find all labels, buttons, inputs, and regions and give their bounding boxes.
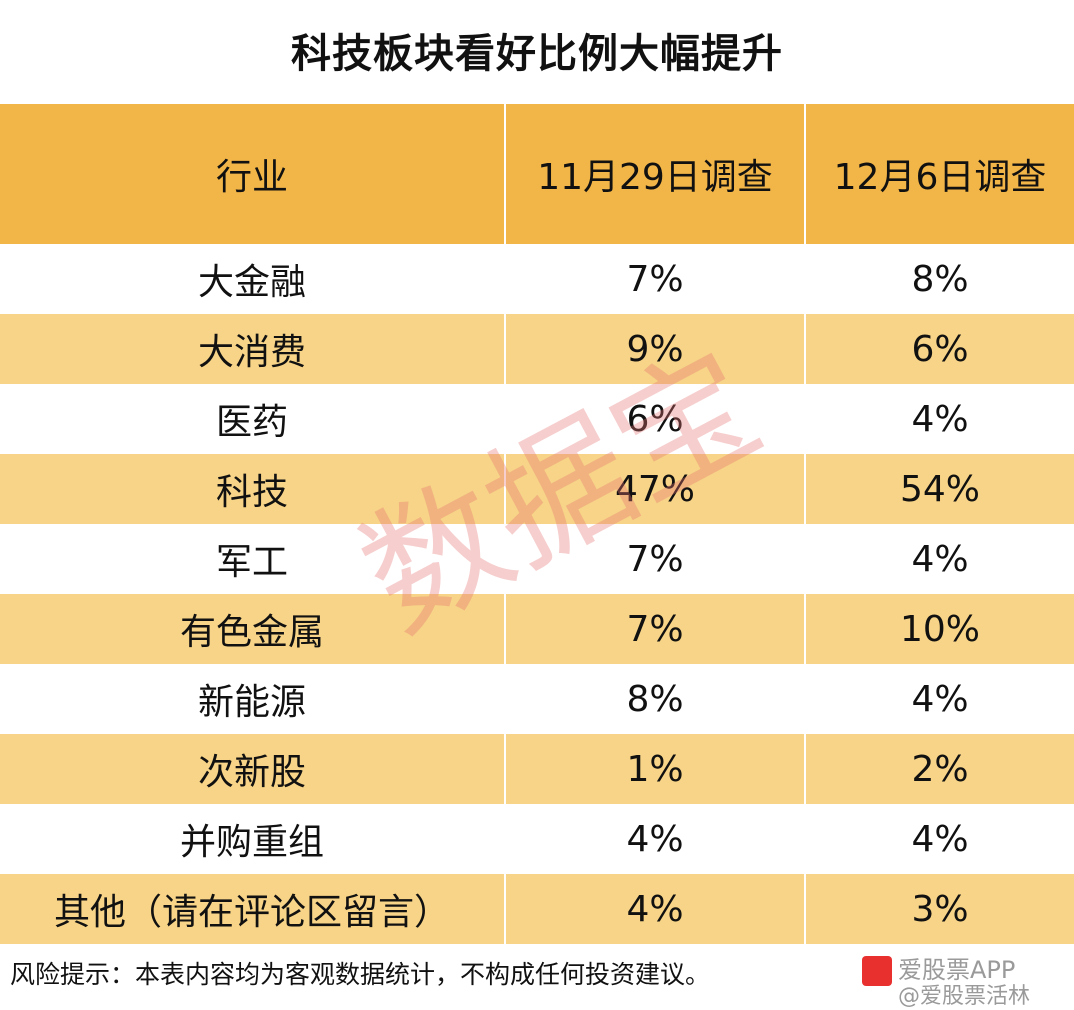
value-cell: 4%: [806, 804, 1074, 874]
risk-disclaimer: 风险提示：本表内容均为客观数据统计，不构成任何投资建议。: [10, 960, 711, 989]
header-cell: 行业: [0, 104, 506, 244]
value-cell: 8%: [806, 244, 1074, 314]
brand-watermark: 爱股票APP @爱股票活林: [862, 948, 1068, 1009]
value-cell: 7%: [506, 524, 806, 594]
chart-title: 科技板块看好比例大幅提升: [291, 31, 783, 77]
industry-cell: 大消费: [0, 314, 506, 384]
value-cell: 4%: [806, 384, 1074, 454]
value-cell: 10%: [806, 594, 1074, 664]
value-cell: 4%: [506, 804, 806, 874]
industry-cell: 其他（请在评论区留言）: [0, 874, 506, 944]
value-cell: 7%: [506, 244, 806, 314]
value-cell: 4%: [806, 664, 1074, 734]
industry-cell: 次新股: [0, 734, 506, 804]
industry-cell: 大金融: [0, 244, 506, 314]
value-cell: 2%: [806, 734, 1074, 804]
value-cell: 8%: [506, 664, 806, 734]
value-cell: 6%: [806, 314, 1074, 384]
value-cell: 9%: [506, 314, 806, 384]
value-cell: 54%: [806, 454, 1074, 524]
header-cell: 12月6日调查: [806, 104, 1074, 244]
industry-cell: 新能源: [0, 664, 506, 734]
industry-cell: 医药: [0, 384, 506, 454]
value-cell: 6%: [506, 384, 806, 454]
brand-handle: @爱股票活林: [898, 984, 1031, 1009]
app-logo-icon: [862, 956, 892, 986]
data-table: 行业 11月29日调查 12月6日调查 大金融 7% 8% 大消费 9% 6% 医药 6% 4% 科技 4…: [0, 104, 1074, 944]
value-cell: 4%: [506, 874, 806, 944]
value-cell: 3%: [806, 874, 1074, 944]
value-cell: 7%: [506, 594, 806, 664]
header-cell: 11月29日调查: [506, 104, 806, 244]
value-cell: 4%: [806, 524, 1074, 594]
industry-cell: 并购重组: [0, 804, 506, 874]
value-cell: 1%: [506, 734, 806, 804]
industry-cell: 有色金属: [0, 594, 506, 664]
value-cell: 47%: [506, 454, 806, 524]
industry-cell: 科技: [0, 454, 506, 524]
brand-name: 爱股票APP: [898, 956, 1016, 984]
industry-cell: 军工: [0, 524, 506, 594]
